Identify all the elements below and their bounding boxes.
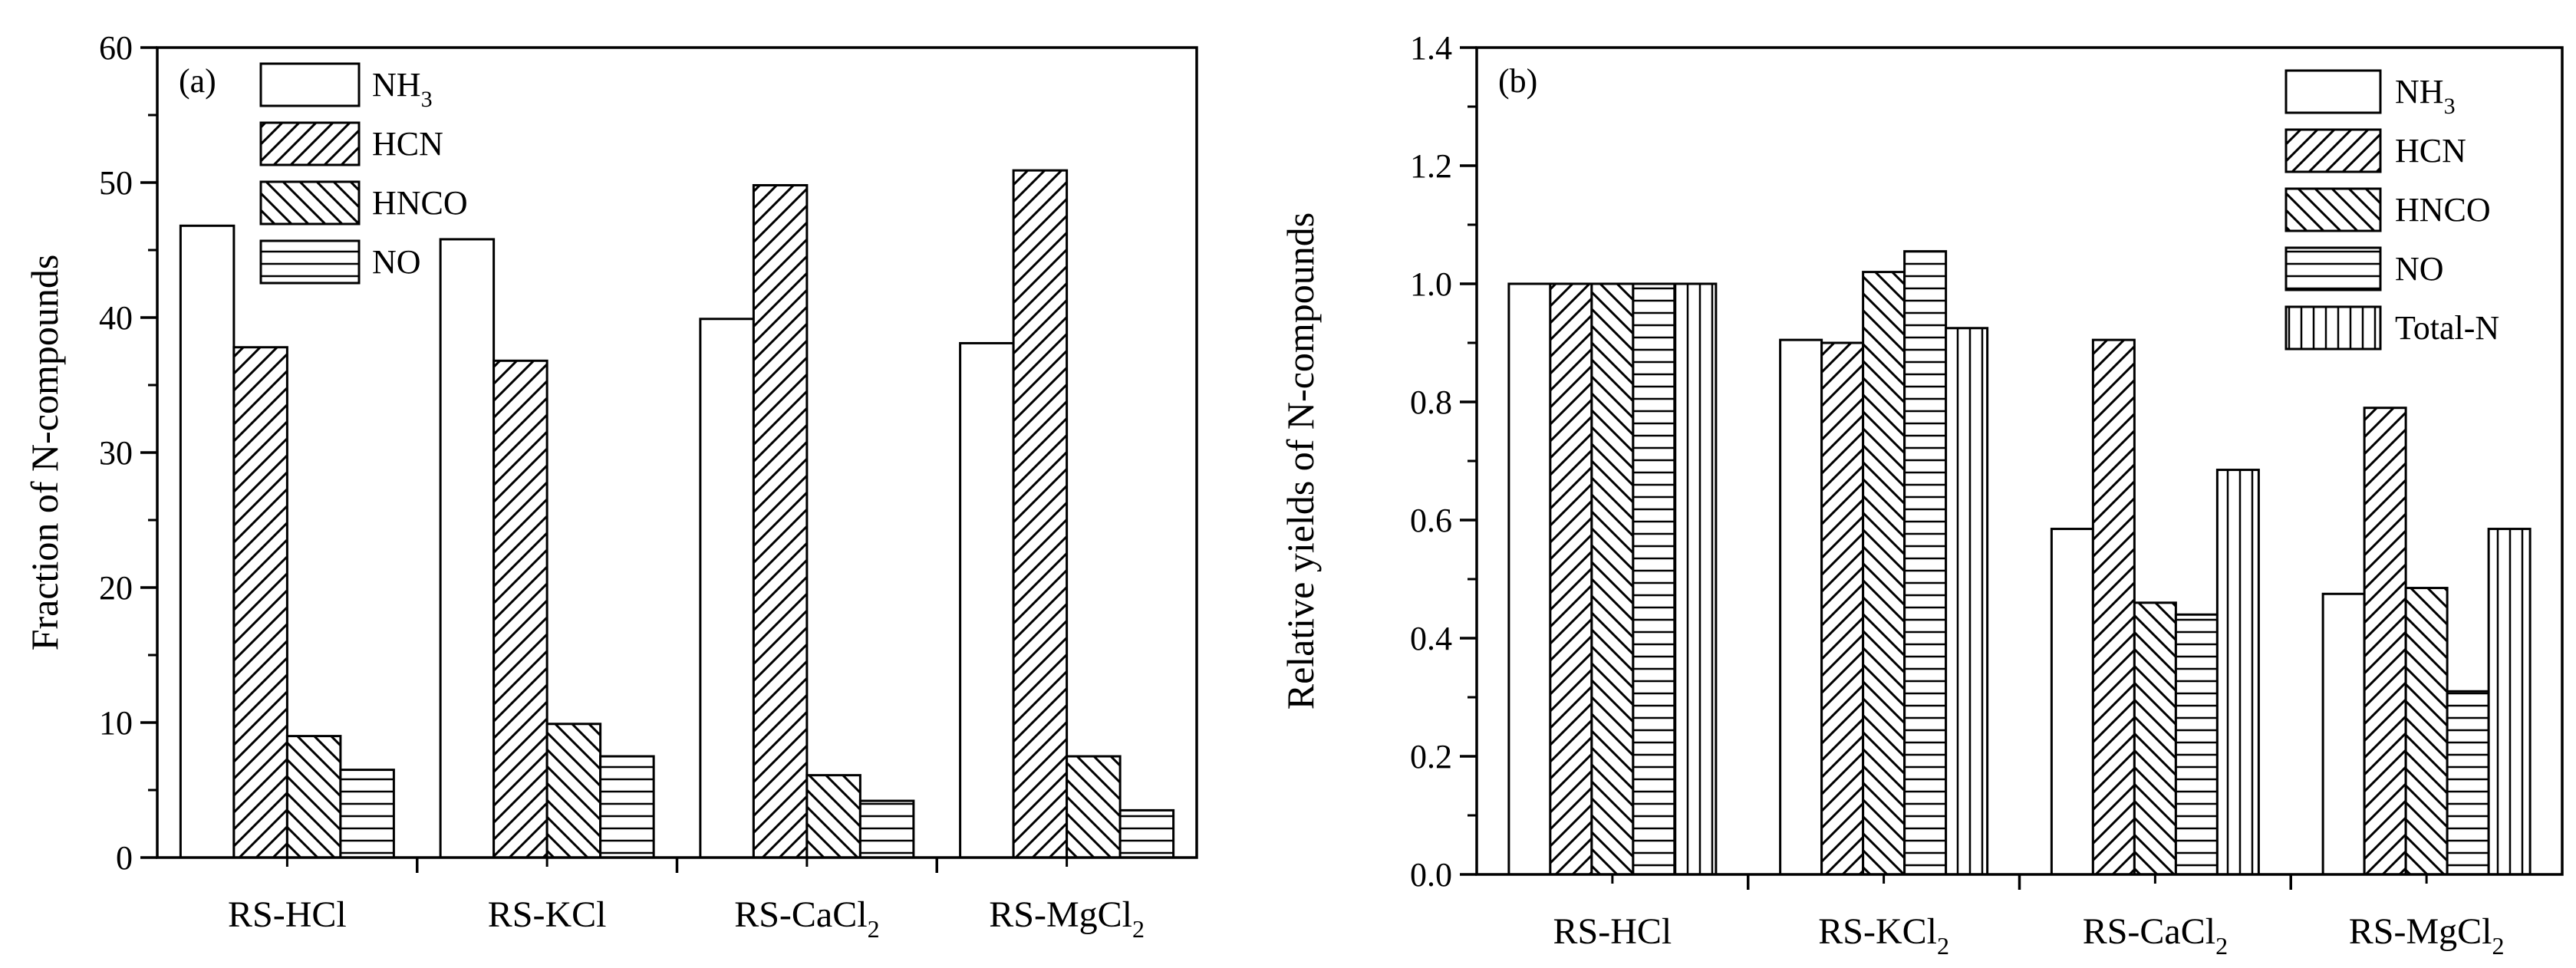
category-label-b-rs-mgcl2: RS-MgCl2 bbox=[2349, 911, 2505, 960]
bar-b-no-rs-kcl2 bbox=[1903, 250, 1948, 876]
y-tick-label-b-7: 1.4 bbox=[1410, 29, 1452, 67]
panel-label-b: (b) bbox=[1498, 62, 1537, 100]
legend-label-a-hcn: HCN bbox=[372, 125, 443, 163]
bar-a-hcn-rs-hcl bbox=[232, 346, 288, 859]
bar-b-no-rs-hcl bbox=[1632, 282, 1676, 876]
legend-swatch-b-nh3 bbox=[2284, 69, 2382, 114]
legend-label-b-nh3: NH3 bbox=[2395, 73, 2456, 119]
bar-b-total-n-rs-kcl2 bbox=[1945, 327, 1989, 876]
bar-b-hcn-rs-mgcl2 bbox=[2363, 407, 2407, 876]
y-tick-label-b-0: 0.0 bbox=[1410, 856, 1452, 894]
y-tick-label-a-3: 30 bbox=[99, 434, 133, 472]
bar-a-hcn-rs-cacl2 bbox=[752, 184, 809, 859]
bar-b-no-rs-cacl2 bbox=[2174, 613, 2219, 876]
y-tick-label-a-2: 20 bbox=[99, 569, 133, 607]
category-label-a-rs-kcl: RS-KCl bbox=[488, 894, 607, 935]
bar-a-hnco-rs-cacl2 bbox=[805, 774, 861, 859]
bar-a-hnco-rs-hcl bbox=[285, 735, 342, 859]
legend-label-b-no: NO bbox=[2395, 250, 2444, 288]
category-label-b-rs-kcl2: RS-KCl2 bbox=[1818, 911, 1949, 960]
legend-label-b-hcn: HCN bbox=[2395, 132, 2466, 170]
bar-a-nh3-rs-kcl bbox=[439, 238, 496, 859]
y-tick-label-b-1: 0.2 bbox=[1410, 738, 1452, 775]
bar-a-hcn-rs-kcl bbox=[492, 359, 548, 859]
bar-b-nh3-rs-hcl bbox=[1507, 282, 1552, 876]
legend-label-a-nh3: NH3 bbox=[372, 66, 433, 112]
y-tick-label-b-3: 0.6 bbox=[1410, 502, 1452, 539]
legend-label-a-hnco: HNCO bbox=[372, 184, 468, 222]
panel-label-a: (a) bbox=[179, 62, 216, 100]
bar-b-hnco-rs-kcl2 bbox=[1862, 271, 1906, 876]
legend-swatch-b-hnco bbox=[2284, 187, 2382, 232]
bar-a-nh3-rs-hcl bbox=[179, 224, 236, 859]
bar-a-no-rs-cacl2 bbox=[858, 799, 915, 859]
legend-swatch-a-nh3 bbox=[259, 62, 361, 107]
y-tick-label-b-4: 0.8 bbox=[1410, 384, 1452, 421]
bar-a-hnco-rs-kcl bbox=[545, 723, 602, 859]
y-tick-label-b-2: 0.4 bbox=[1410, 620, 1452, 657]
y-axis-label-b: Relative yields of N-compounds bbox=[1279, 212, 1322, 710]
bar-b-hcn-rs-kcl2 bbox=[1820, 341, 1865, 876]
bar-a-nh3-rs-cacl2 bbox=[699, 318, 755, 859]
y-tick-label-a-6: 60 bbox=[99, 29, 133, 67]
bar-b-nh3-rs-mgcl2 bbox=[2321, 592, 2366, 876]
category-label-a-rs-cacl2: RS-CaCl2 bbox=[734, 894, 879, 943]
bar-a-no-rs-hcl bbox=[339, 769, 395, 859]
y-tick-label-b-6: 1.2 bbox=[1410, 147, 1452, 185]
bar-b-hnco-rs-cacl2 bbox=[2133, 601, 2177, 876]
legend-label-b-hnco: HNCO bbox=[2395, 191, 2491, 229]
bar-b-total-n-rs-mgcl2 bbox=[2487, 528, 2532, 876]
y-axis-label-a: Fraction of N-compounds bbox=[23, 255, 66, 651]
y-tick-label-a-4: 40 bbox=[99, 299, 133, 337]
bar-b-hnco-rs-hcl bbox=[1590, 282, 1635, 876]
category-label-b-rs-cacl2: RS-CaCl2 bbox=[2083, 911, 2228, 960]
legend-label-b-total-n: Total-N bbox=[2395, 309, 2499, 347]
legend-swatch-b-hcn bbox=[2284, 128, 2382, 173]
legend-swatch-b-no bbox=[2284, 246, 2382, 291]
bar-a-no-rs-kcl bbox=[599, 755, 655, 859]
bar-b-total-n-rs-hcl bbox=[1673, 282, 1718, 876]
legend-swatch-a-hnco bbox=[259, 180, 361, 226]
bar-a-no-rs-mgcl2 bbox=[1118, 808, 1175, 859]
chart-panel-b: 0.0 0.2 0.4 0.6 0.8 1.0 1.2 1.4 RS-HCl RS-KCl2 RS-… bbox=[1279, 29, 2564, 960]
category-label-b-rs-hcl: RS-HCl bbox=[1553, 911, 1672, 952]
y-tick-label-a-1: 10 bbox=[99, 704, 133, 742]
bar-a-hcn-rs-mgcl2 bbox=[1012, 169, 1069, 859]
y-tick-label-b-5: 1.0 bbox=[1410, 265, 1452, 303]
chart-panel-a: 0 10 20 30 40 50 60 RS-HCl RS-KCl RS-CaCl2 RS-MgCl… bbox=[23, 29, 1198, 943]
bar-b-hcn-rs-hcl bbox=[1549, 282, 1593, 876]
y-tick-label-a-5: 50 bbox=[99, 164, 133, 202]
bar-b-hcn-rs-cacl2 bbox=[2091, 338, 2136, 876]
bar-b-hnco-rs-mgcl2 bbox=[2404, 587, 2449, 876]
category-label-a-rs-hcl: RS-HCl bbox=[228, 894, 347, 935]
y-tick-label-a-0: 0 bbox=[116, 839, 133, 877]
bar-b-nh3-rs-cacl2 bbox=[2050, 528, 2094, 876]
bar-b-total-n-rs-cacl2 bbox=[2215, 469, 2260, 876]
bar-a-hnco-rs-mgcl2 bbox=[1066, 755, 1122, 859]
bar-b-nh3-rs-kcl2 bbox=[1779, 338, 1823, 876]
legend-swatch-b-total-n bbox=[2284, 305, 2382, 351]
legend-label-a-no: NO bbox=[372, 243, 421, 281]
bar-a-nh3-rs-mgcl2 bbox=[959, 341, 1015, 859]
legend-swatch-a-hcn bbox=[259, 121, 361, 166]
legend-swatch-a-no bbox=[259, 239, 361, 285]
bar-b-no-rs-mgcl2 bbox=[2446, 690, 2490, 876]
category-label-a-rs-mgcl2: RS-MgCl2 bbox=[989, 894, 1145, 943]
